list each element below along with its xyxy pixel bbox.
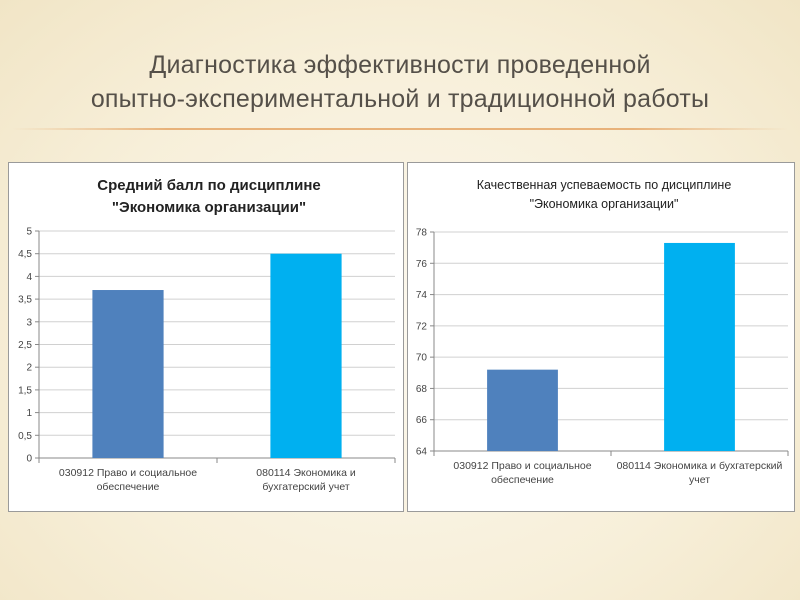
average-score-title-line-1: Средний балл по дисциплине bbox=[97, 177, 321, 194]
quality-performance-category-label-2: учет bbox=[689, 474, 710, 486]
title-divider bbox=[12, 128, 788, 130]
quality-performance-y-tick-label: 68 bbox=[416, 384, 428, 395]
average-score-category-label-2: 080114 Экономика и bbox=[256, 467, 356, 479]
average-score-y-tick-label: 2,5 bbox=[18, 340, 32, 351]
quality-performance-y-tick-label: 72 bbox=[416, 321, 428, 332]
average-score-category-label-2: бухгатерский учет bbox=[262, 481, 350, 493]
quality-performance-bar-1 bbox=[487, 369, 558, 451]
quality-performance-chart-svg: Качественная успеваемость по дисциплине "… bbox=[416, 178, 789, 486]
quality-performance-title-line-2: "Экономика организации" bbox=[530, 197, 679, 211]
average-score-category-label-1: обеспечение bbox=[97, 481, 160, 493]
average-score-chart-svg: Средний балл по дисциплине "Экономика орг… bbox=[18, 177, 396, 493]
quality-performance-y-tick-label: 66 bbox=[416, 415, 428, 426]
average-score-y-tick-label: 4,5 bbox=[18, 249, 32, 260]
average-score-title-line-2: "Экономика организации" bbox=[112, 199, 306, 216]
average-score-y-tick-label: 4 bbox=[26, 272, 32, 283]
average-score-bar-2 bbox=[270, 253, 342, 458]
quality-performance-y-tick-label: 76 bbox=[416, 259, 428, 270]
quality-performance-category-label-1: 030912 Право и социальное bbox=[453, 460, 591, 472]
average-score-y-tick-label: 1,5 bbox=[18, 385, 32, 396]
average-score-category-label-1: 030912 Право и социальное bbox=[59, 467, 197, 479]
quality-performance-y-tick-label: 78 bbox=[416, 228, 428, 239]
average-score-y-tick-label: 5 bbox=[26, 227, 32, 238]
quality-performance-category-label-2: 080114 Экономика и бухгатерский bbox=[617, 460, 783, 472]
slide-title-line-2: опытно-экспериментальной и традиционной … bbox=[90, 85, 710, 113]
quality-performance-bar-2 bbox=[664, 242, 735, 451]
quality-performance-category-label-1: обеспечение bbox=[491, 474, 554, 486]
quality-performance-y-tick-label: 74 bbox=[416, 290, 428, 301]
average-score-bar-1 bbox=[92, 290, 164, 458]
average-score-y-tick-label: 0 bbox=[26, 454, 32, 465]
average-score-chart: Средний балл по дисциплине "Экономика орг… bbox=[8, 162, 404, 512]
average-score-y-tick-label: 1 bbox=[26, 408, 32, 419]
slide-title: Диагностика эффективности проведенной оп… bbox=[0, 48, 800, 116]
quality-performance-y-tick-label: 70 bbox=[416, 353, 428, 364]
quality-performance-y-tick-label: 64 bbox=[416, 447, 428, 458]
average-score-y-tick-label: 3 bbox=[26, 317, 32, 328]
quality-performance-chart: Качественная успеваемость по дисциплине "… bbox=[407, 162, 795, 512]
quality-performance-title-line-1: Качественная успеваемость по дисциплине bbox=[477, 178, 732, 192]
average-score-y-tick-label: 0,5 bbox=[18, 431, 32, 442]
slide-title-line-1: Диагностика эффективности проведенной bbox=[149, 51, 651, 79]
average-score-y-tick-label: 3,5 bbox=[18, 295, 32, 306]
average-score-y-tick-label: 2 bbox=[26, 363, 32, 374]
